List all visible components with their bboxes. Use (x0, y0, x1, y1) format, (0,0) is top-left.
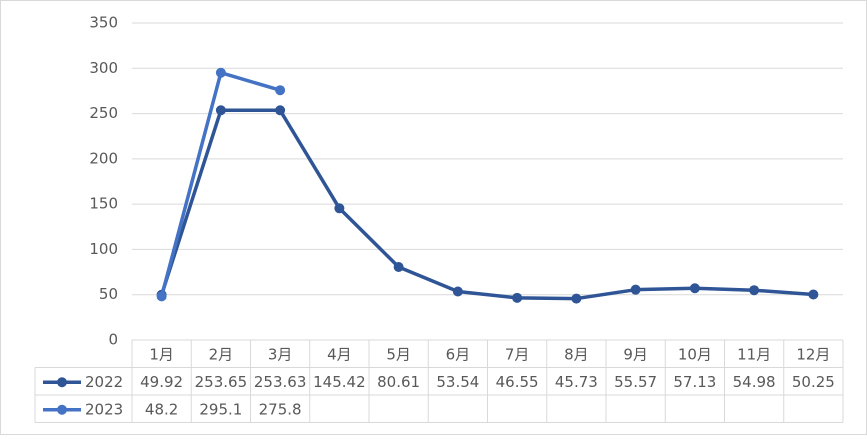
table-value: 80.61 (377, 373, 420, 391)
x-tick-label: 5月 (386, 345, 411, 363)
legend-marker (57, 377, 67, 388)
legend-marker (57, 404, 67, 415)
table-value: 50.25 (792, 373, 835, 391)
x-tick-label: 12月 (796, 345, 830, 363)
table-value: 54.98 (733, 373, 776, 391)
marker (571, 293, 582, 304)
table-value: 46.55 (496, 373, 539, 391)
marker (215, 67, 226, 78)
x-tick-label: 7月 (505, 345, 530, 363)
marker (275, 85, 286, 96)
y-tick-label: 150 (89, 195, 118, 213)
table-value: 145.42 (313, 373, 366, 391)
x-tick-label: 10月 (678, 345, 712, 363)
x-tick-label: 3月 (268, 345, 293, 363)
marker (808, 289, 819, 300)
marker (749, 285, 760, 296)
table-value: 275.8 (259, 400, 302, 418)
y-tick-label: 100 (89, 240, 118, 258)
x-tick-label: 6月 (446, 345, 471, 363)
table-value: 253.65 (195, 373, 248, 391)
marker (334, 203, 345, 214)
marker (512, 292, 523, 303)
x-tick-label: 4月 (327, 345, 352, 363)
marker (630, 284, 641, 295)
table-value: 57.13 (673, 373, 716, 391)
marker (393, 261, 404, 272)
y-tick-label: 0 (108, 331, 118, 349)
marker (156, 291, 167, 302)
x-tick-label: 9月 (623, 345, 648, 363)
y-tick-label: 350 (89, 14, 118, 32)
marker (452, 286, 463, 297)
table-value: 295.1 (199, 400, 242, 418)
x-tick-label: 2月 (209, 345, 234, 363)
table-value: 45.73 (555, 373, 598, 391)
x-tick-label: 8月 (564, 345, 589, 363)
x-tick-label: 1月 (149, 345, 174, 363)
series-line (159, 108, 814, 301)
y-tick-label: 300 (89, 59, 118, 77)
table-value: 55.57 (614, 373, 657, 391)
y-tick-label: 50 (99, 285, 118, 303)
legend-label: 2023 (85, 400, 123, 418)
marker (215, 105, 226, 116)
marker (689, 283, 700, 294)
x-tick-label: 11月 (737, 345, 771, 363)
marker (275, 105, 286, 116)
table-value: 49.92 (140, 373, 183, 391)
table-value: 253.63 (254, 373, 307, 391)
table-value: 53.54 (436, 373, 479, 391)
legend-label: 2022 (85, 373, 123, 391)
y-tick-label: 200 (89, 149, 118, 167)
table-value: 48.2 (145, 400, 178, 418)
y-tick-label: 250 (89, 104, 118, 122)
